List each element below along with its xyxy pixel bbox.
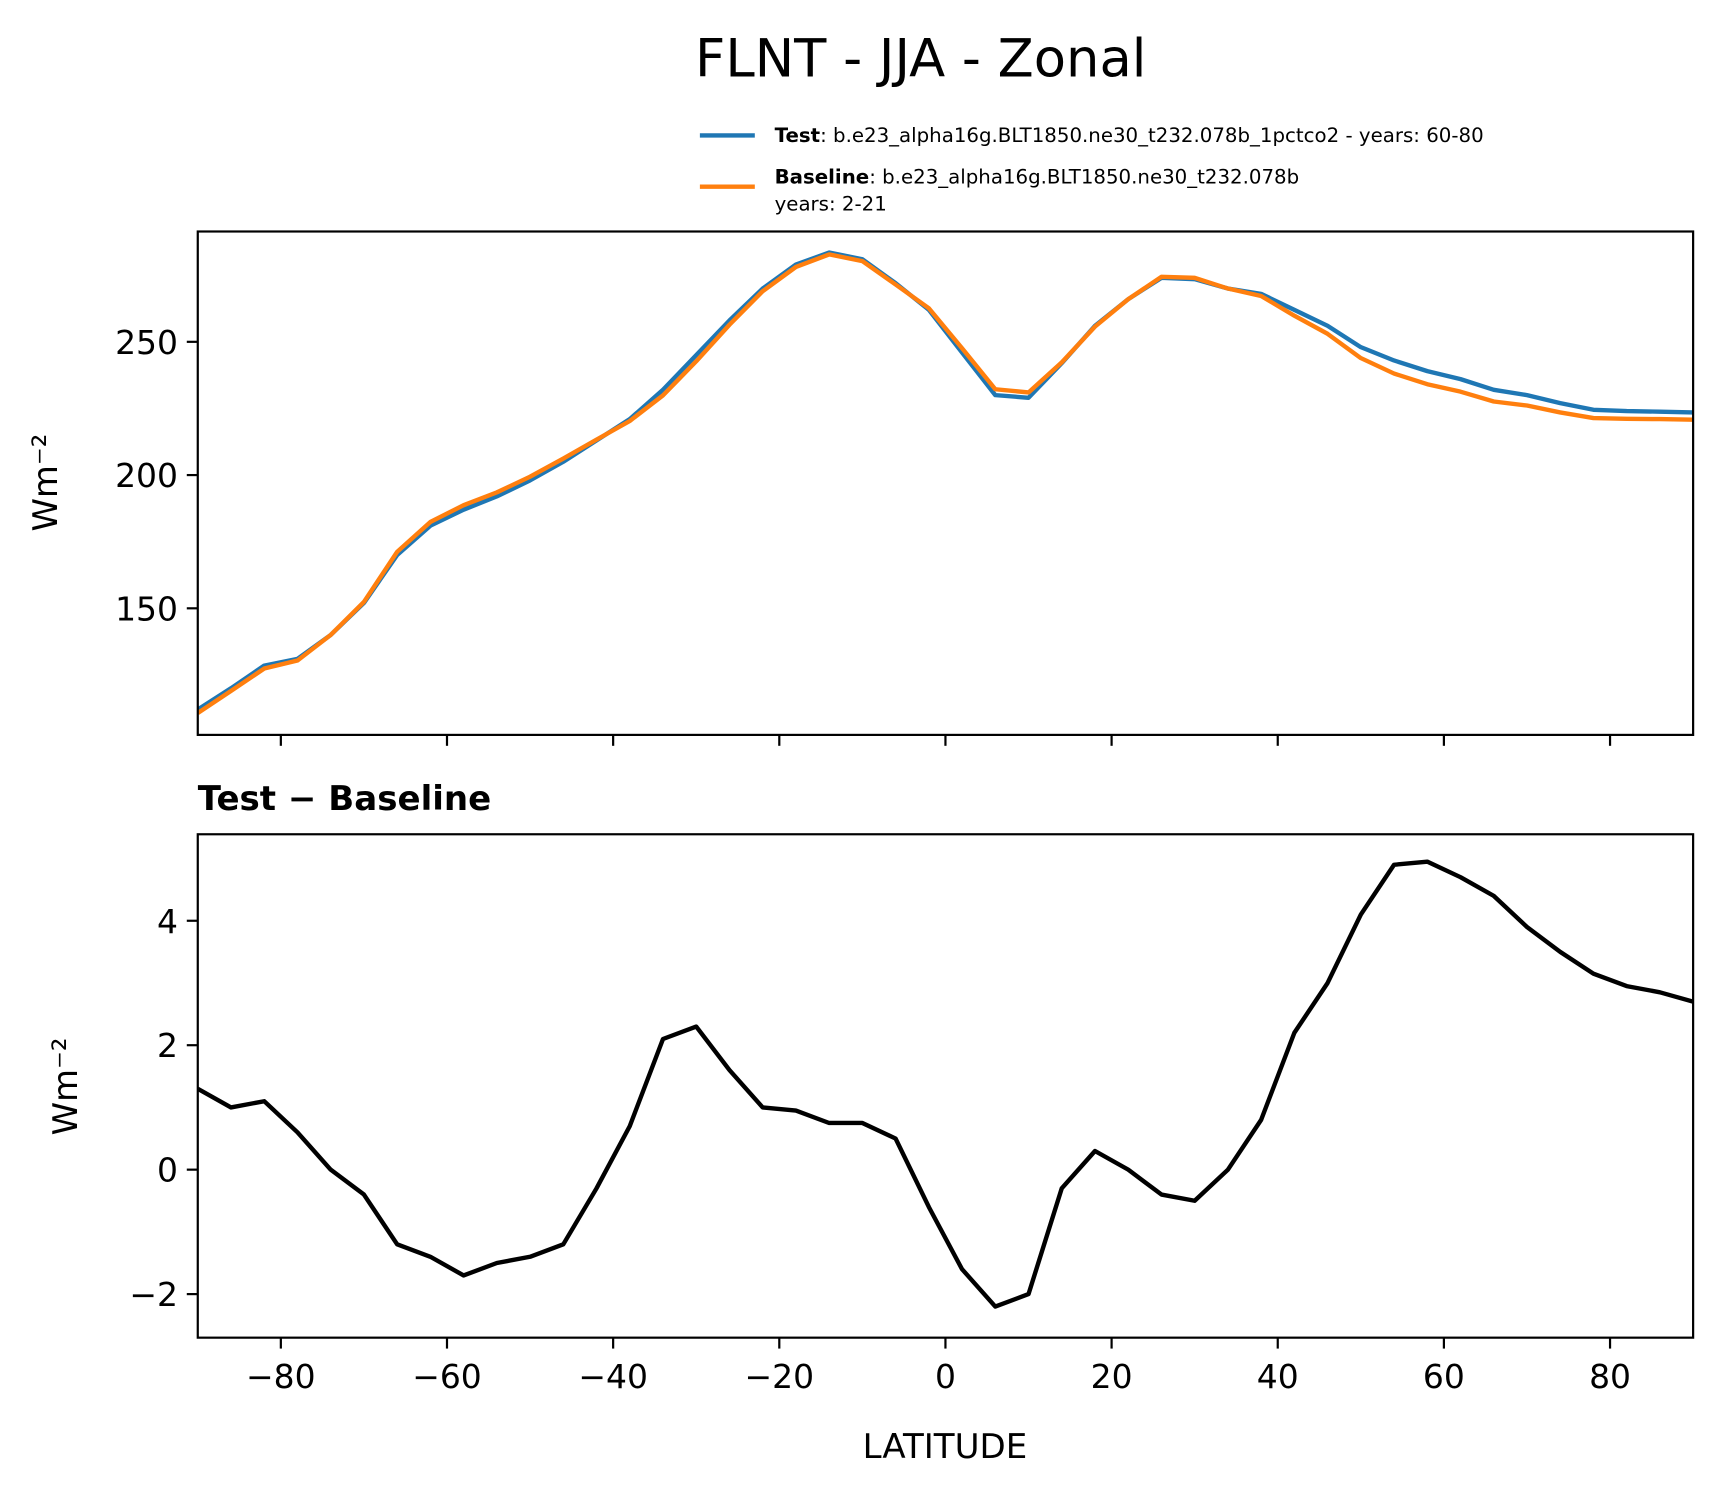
panel-title: Test − Baseline	[198, 779, 491, 819]
x-tick-label: 80	[1589, 1357, 1631, 1396]
x-tick-label: −80	[246, 1357, 316, 1396]
legend-description: : b.e23_alpha16g.BLT1850.ne30_t232.078b	[869, 166, 1299, 189]
y-axis-label: Wm⁻²	[26, 434, 66, 532]
legend-entry: Test: b.e23_alpha16g.BLT1850.ne30_t232.0…	[775, 124, 1484, 147]
legend-name: Baseline	[775, 166, 870, 189]
y-tick-label: 200	[115, 456, 178, 495]
y-tick-label: 0	[157, 1151, 178, 1190]
x-tick-label: 40	[1257, 1357, 1299, 1396]
y-tick-label: 150	[115, 589, 178, 628]
data-line	[197, 859, 1694, 1309]
legend-description: years: 2-21	[775, 193, 887, 216]
x-axis-label: LATITUDE	[863, 1427, 1028, 1467]
figure-title: FLNT - JJA - Zonal	[695, 29, 1146, 90]
legend-description: : b.e23_alpha16g.BLT1850.ne30_t232.078b_…	[820, 124, 1484, 147]
x-tick-label: −40	[578, 1357, 648, 1396]
y-tick-label: 250	[115, 323, 178, 362]
legend-entry: Baseline: b.e23_alpha16g.BLT1850.ne30_t2…	[775, 166, 1300, 189]
legend-name: Test	[775, 124, 820, 147]
y-tick-label: 2	[157, 1026, 178, 1065]
y-tick-label: −2	[129, 1275, 178, 1314]
x-tick-label: 20	[1091, 1357, 1133, 1396]
x-tick-label: 60	[1423, 1357, 1465, 1396]
x-tick-label: −20	[745, 1357, 815, 1396]
x-tick-label: 0	[935, 1357, 956, 1396]
y-axis-label: Wm⁻²	[46, 1038, 86, 1136]
data-line	[197, 252, 1694, 715]
x-tick-label: −60	[412, 1357, 482, 1396]
y-tick-label: 4	[157, 902, 178, 941]
